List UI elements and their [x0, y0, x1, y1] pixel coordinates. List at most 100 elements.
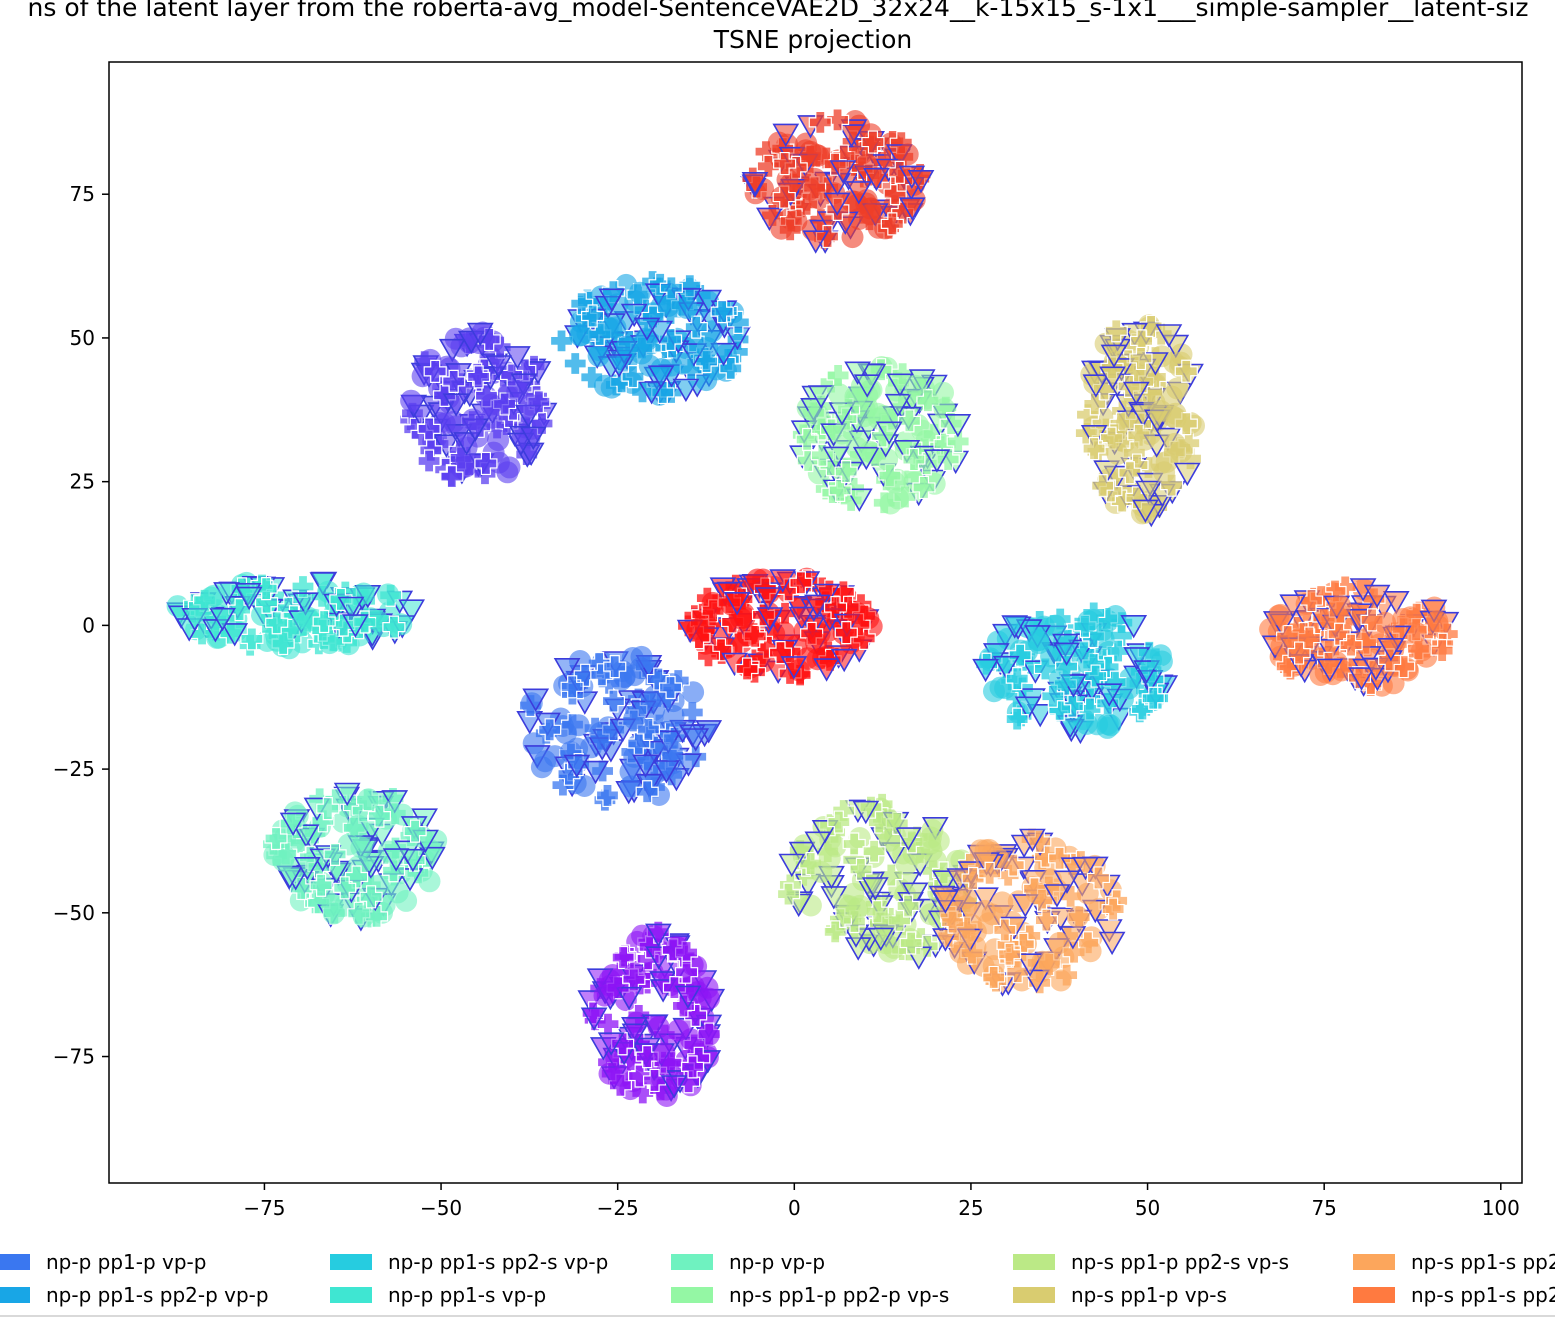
point-cross	[440, 465, 464, 489]
point-cross	[1082, 436, 1106, 461]
point-cross	[828, 478, 852, 502]
point-triangle	[788, 606, 816, 631]
point-circle	[604, 316, 627, 339]
point-triangle	[1093, 460, 1120, 484]
point-triangle	[519, 426, 547, 451]
point-cross	[862, 839, 886, 863]
x-tick-label: 25	[958, 1196, 983, 1220]
x-tick-label: −25	[597, 1196, 639, 1220]
point-triangle	[852, 800, 880, 825]
point-circle	[1099, 714, 1122, 737]
y-tick-label: 0	[82, 613, 95, 637]
point-cross	[333, 876, 357, 900]
point-triangle	[1316, 658, 1344, 683]
point-cross	[367, 804, 392, 828]
point-triangle	[672, 378, 700, 403]
y-tick-label: −50	[53, 901, 95, 925]
point-cross	[902, 447, 926, 472]
point-circle	[834, 894, 857, 917]
point-triangle	[829, 160, 857, 184]
point-triangle	[1122, 381, 1150, 406]
point-cross	[912, 475, 936, 500]
point-triangle	[807, 385, 835, 409]
point-cross	[978, 861, 1002, 886]
point-cross	[674, 960, 699, 984]
point-circle	[593, 984, 616, 1007]
point-circle	[876, 448, 899, 471]
legend-label: np-s pp1-s pp2-s vp-s	[1411, 1283, 1555, 1307]
point-circle	[1076, 882, 1099, 905]
point-circle	[695, 369, 718, 392]
point-circle	[667, 1019, 690, 1042]
legend-label: np-p pp1-s pp2-p vp-p	[46, 1283, 269, 1307]
x-tick-label: 50	[1135, 1196, 1160, 1220]
point-triangle	[632, 754, 659, 778]
point-triangle	[822, 446, 850, 471]
point-triangle	[1043, 884, 1071, 908]
point-cross	[1048, 846, 1072, 870]
point-triangle	[442, 393, 470, 417]
point-circle	[647, 1016, 670, 1039]
point-circle	[844, 385, 867, 408]
point-cross	[1129, 346, 1153, 371]
point-triangle	[342, 614, 369, 638]
point-triangle	[769, 569, 797, 593]
legend-swatch	[1353, 1254, 1395, 1270]
point-circle	[1106, 442, 1129, 465]
point-triangle	[1155, 324, 1183, 348]
point-triangle	[1120, 615, 1148, 639]
point-triangle	[292, 824, 320, 848]
point-circle	[1269, 603, 1292, 626]
point-cross	[773, 151, 797, 176]
point-circle	[187, 602, 210, 625]
point-cross	[1006, 960, 1030, 984]
point-circle	[831, 422, 853, 445]
point-triangle	[932, 928, 959, 952]
point-cross	[581, 304, 605, 328]
point-triangle	[333, 782, 361, 807]
point-cross	[861, 130, 885, 154]
point-cross	[789, 571, 813, 595]
point-triangle	[1016, 953, 1044, 977]
point-triangle	[466, 322, 494, 347]
point-circle	[872, 404, 895, 427]
point-circle	[1150, 650, 1173, 673]
point-circle	[1104, 605, 1127, 627]
point-circle	[969, 839, 992, 862]
point-circle	[1117, 677, 1140, 700]
point-triangle	[898, 197, 926, 221]
point-circle	[696, 976, 719, 999]
point-cross	[982, 965, 1006, 990]
point-cross	[603, 655, 627, 679]
point-circle	[623, 707, 646, 730]
point-cross	[423, 359, 447, 383]
point-circle	[418, 870, 441, 893]
point-circle	[828, 383, 851, 406]
point-circle	[846, 602, 869, 625]
point-circle	[949, 941, 972, 964]
point-cross	[1287, 641, 1311, 665]
point-triangle	[901, 882, 929, 906]
point-cross	[842, 832, 866, 856]
point-cross	[710, 299, 734, 324]
point-triangle	[804, 594, 831, 619]
point-circle	[461, 408, 484, 431]
y-tick-label: −75	[53, 1045, 95, 1069]
data-points	[166, 108, 1460, 1107]
legend-swatch	[0, 1287, 30, 1303]
legend-label: np-s pp1-p pp2-s vp-s	[1071, 1250, 1289, 1274]
point-cross	[823, 920, 847, 944]
point-circle	[662, 704, 685, 727]
point-cross	[1430, 639, 1454, 663]
point-triangle	[1279, 594, 1307, 618]
point-circle	[919, 832, 942, 855]
point-cross	[323, 842, 347, 867]
point-circle	[290, 614, 313, 637]
point-cross	[442, 369, 466, 393]
point-cross	[316, 797, 340, 821]
legend-swatch	[330, 1287, 372, 1303]
point-cross	[680, 1055, 705, 1079]
point-triangle	[1019, 828, 1046, 853]
point-circle	[623, 962, 646, 985]
point-circle	[506, 380, 529, 403]
